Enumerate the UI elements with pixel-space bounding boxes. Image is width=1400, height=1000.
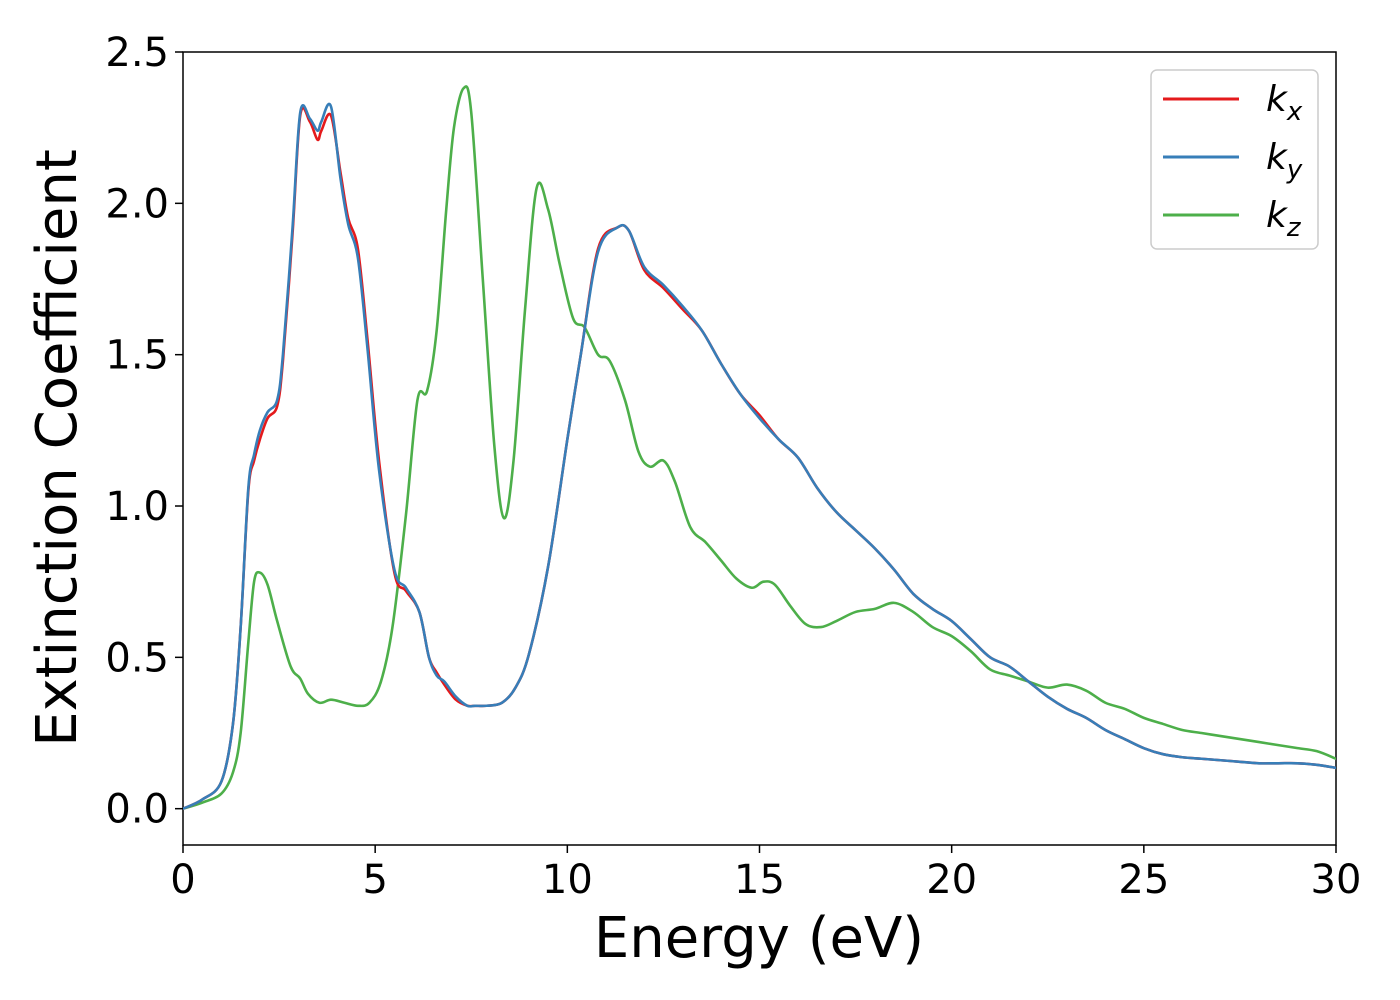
legend-label-subscript: x	[1286, 97, 1303, 127]
x-tick-label: 0	[170, 857, 195, 903]
y-tick-label: 0.5	[105, 635, 169, 681]
legend-label-base: k	[1266, 195, 1289, 236]
series-line-ky	[183, 102, 1336, 810]
y-axis-label: Extinction Coefficient	[25, 149, 90, 747]
series-layer	[183, 85, 1336, 810]
legend-label-subscript: y	[1286, 155, 1303, 185]
x-tick-label: 15	[734, 857, 785, 903]
y-tick-label: 2.0	[105, 181, 169, 227]
legend-frame	[1150, 69, 1319, 250]
y-tick-label: 2.5	[105, 30, 169, 76]
x-tick-label: 20	[926, 857, 977, 903]
legend-label-kz: kz	[1266, 195, 1302, 243]
x-tick-label: 25	[1118, 857, 1169, 903]
y-axis: 0.0 0.5 1.0 1.5 2.0 2.5	[105, 30, 183, 833]
legend-label-kx: kx	[1266, 79, 1303, 127]
y-tick-label: 1.5	[105, 333, 169, 379]
legend-label-base: k	[1266, 79, 1289, 120]
legend-label-base: k	[1266, 137, 1289, 178]
legend-label-ky: ky	[1266, 137, 1303, 185]
series-line-kz	[183, 85, 1336, 810]
x-tick-label: 10	[542, 857, 593, 903]
legend-label-subscript: z	[1286, 213, 1302, 243]
x-tick-label: 5	[362, 857, 387, 903]
y-tick-label: 1.0	[105, 484, 169, 530]
x-tick-label: 30	[1311, 857, 1362, 903]
y-tick-label: 0.0	[105, 787, 169, 833]
x-axis: 0 5 10 15 20 25 30	[170, 845, 1361, 903]
x-axis-label: Energy (eV)	[594, 906, 924, 971]
